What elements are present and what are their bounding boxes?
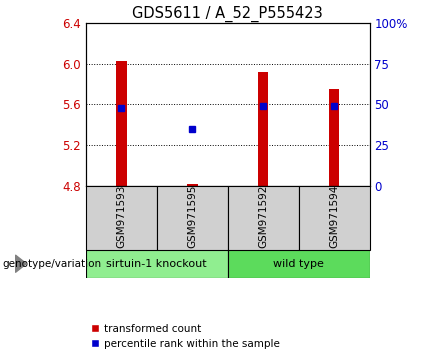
Bar [228,186,299,250]
Title: GDS5611 / A_52_P555423: GDS5611 / A_52_P555423 [132,5,323,22]
Bar [329,89,339,186]
Bar [299,186,370,250]
Text: sirtuin-1 knockout: sirtuin-1 knockout [106,259,207,269]
Text: GSM971592: GSM971592 [258,185,268,248]
Text: wild type: wild type [273,259,324,269]
Text: GSM971594: GSM971594 [329,185,339,248]
Polygon shape [15,255,26,273]
Bar [116,61,127,186]
Text: GSM971593: GSM971593 [116,185,126,248]
Bar [187,184,198,186]
Bar [157,186,228,250]
Text: GSM971595: GSM971595 [187,185,197,248]
Legend: transformed count, percentile rank within the sample: transformed count, percentile rank withi… [91,324,279,349]
Bar [258,72,268,186]
Text: genotype/variation: genotype/variation [2,259,101,269]
Bar [86,250,228,278]
Bar [86,186,157,250]
Bar [228,250,370,278]
